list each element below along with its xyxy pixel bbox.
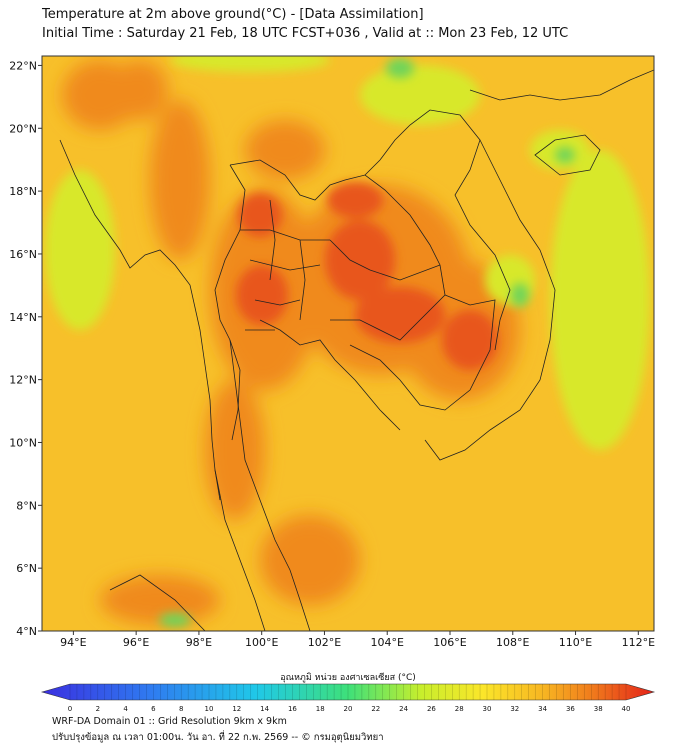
lon-tick-label: 94°E (60, 636, 86, 649)
footer-model-info: WRF-DA Domain 01 :: Grid Resolution 9km … (52, 716, 287, 727)
lon-tick-label: 112°E (622, 636, 655, 649)
colorbar-tick-label: 4 (123, 705, 128, 712)
temperature-field (42, 56, 654, 631)
lon-tick-label: 102°E (308, 636, 341, 649)
hot-regions (236, 182, 498, 370)
colorbar-tick-label: 40 (622, 705, 631, 712)
colorbar-tick-label: 28 (455, 705, 464, 712)
colorbar-tick-label: 36 (566, 705, 575, 712)
map-subtitle: Initial Time : Saturday 21 Feb, 18 UTC F… (42, 26, 569, 41)
lon-tick-label: 108°E (496, 636, 529, 649)
lat-tick-label: 22°N (9, 59, 37, 72)
lat-tick-label: 20°N (9, 122, 37, 135)
colorbar-tick-label: 6 (151, 705, 156, 712)
colorbar-tick-label: 32 (510, 705, 519, 712)
lat-tick-label: 12°N (9, 374, 37, 387)
colorbar-tick-label: 26 (427, 705, 436, 712)
colorbar-ticks: 0 2 4 6 8 10 12 14 16 18 20 22 24 26 28 30 32 34 36 38 40 (68, 684, 631, 712)
colorbar-tick-label: 24 (399, 705, 408, 712)
colorbar-tick-label: 10 (205, 705, 214, 712)
colorbar-tick-label: 8 (179, 705, 183, 712)
lat-tick-label: 10°N (9, 436, 37, 449)
plot-frame (41, 55, 655, 632)
colorbar-tick-label: 16 (288, 705, 297, 712)
lon-tick-label: 110°E (559, 636, 592, 649)
lon-tick-label: 98°E (186, 636, 212, 649)
lon-tick-label: 96°E (123, 636, 149, 649)
colorbar-tick-label: 38 (594, 705, 603, 712)
lon-tick-label: 106°E (433, 636, 466, 649)
footer-credit: ปรับปรุงข้อมูล ณ เวลา 01:00น. วัน อา. ที… (52, 732, 384, 743)
colorbar-tick-label: 0 (68, 705, 72, 712)
lat-tick-label: 14°N (9, 311, 37, 324)
colorbar-tick-label: 30 (483, 705, 492, 712)
colorbar (40, 683, 656, 701)
lat-tick-label: 16°N (9, 248, 37, 261)
temperature-map: 4°N 6°N 8°N 10°N 12°N 14°N 16°N 18°N 20°N 22°N 94°… (9, 55, 656, 712)
lat-tick-label: 18°N (9, 185, 37, 198)
lon-tick-label: 104°E (371, 636, 404, 649)
colorbar-tick-label: 2 (96, 705, 100, 712)
lat-tick-label: 4°N (16, 625, 37, 638)
colorbar-tick-label: 20 (344, 705, 353, 712)
lat-tick-label: 6°N (16, 562, 37, 575)
colorbar-tick-label: 12 (232, 705, 241, 712)
colorbar-tick-label: 18 (316, 705, 325, 712)
country-borders (59, 69, 654, 631)
colorbar-tick-label: 14 (260, 705, 269, 712)
map-title: Temperature at 2m above ground(°C) - [Da… (42, 7, 424, 22)
map-axes: 4°N 6°N 8°N 10°N 12°N 14°N 16°N 18°N 20°N 22°N 94°… (9, 59, 655, 649)
cold-regions (159, 58, 575, 627)
lon-tick-label: 100°E (245, 636, 278, 649)
lat-tick-label: 8°N (16, 499, 37, 512)
colorbar-tick-label: 34 (538, 705, 547, 712)
colorbar-title: อุณหภูมิ หน่วย องศาเซลเซียส (°C) (280, 672, 416, 683)
colorbar-tick-label: 22 (371, 705, 380, 712)
